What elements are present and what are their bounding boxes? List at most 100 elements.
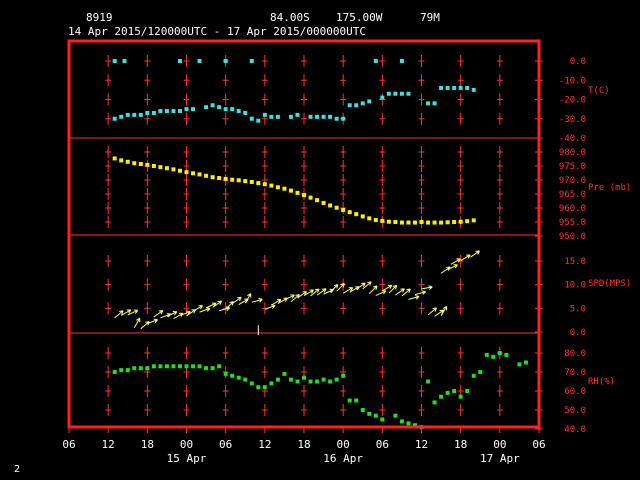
rh-point bbox=[236, 375, 241, 380]
grid-cross bbox=[261, 366, 268, 378]
grid-cross bbox=[379, 146, 386, 158]
wind-vector bbox=[355, 282, 366, 290]
pressure-point bbox=[204, 173, 209, 178]
grid-cross bbox=[340, 174, 347, 186]
temperature-point bbox=[145, 110, 150, 115]
rh-point bbox=[406, 421, 411, 426]
temperature-point bbox=[119, 114, 124, 119]
rh-point bbox=[145, 366, 150, 371]
temperature-point bbox=[184, 107, 189, 112]
grid-cross bbox=[183, 385, 190, 397]
temperature-point bbox=[439, 85, 444, 90]
wind-vector bbox=[336, 283, 345, 292]
rh-point bbox=[177, 364, 182, 369]
grid-cross bbox=[496, 174, 503, 186]
rh-point bbox=[412, 423, 417, 428]
grid-cross bbox=[379, 385, 386, 397]
grid-cross bbox=[261, 160, 268, 172]
grid-cross bbox=[340, 93, 347, 106]
y-tick-label-temperature: -40.0 bbox=[559, 134, 586, 144]
temperature-point bbox=[122, 59, 127, 63]
grid-cross bbox=[183, 255, 190, 267]
wind-vector bbox=[414, 290, 426, 296]
y-tick-label-rh: 40.0 bbox=[564, 425, 586, 435]
pressure-point bbox=[145, 162, 150, 167]
x-tick-label: 00 bbox=[180, 438, 193, 451]
pressure-point bbox=[465, 219, 470, 224]
temperature-point bbox=[249, 116, 254, 121]
temperature-point bbox=[236, 109, 241, 114]
rh-point bbox=[471, 373, 476, 378]
pressure-point bbox=[112, 156, 117, 161]
pressure-point bbox=[439, 220, 444, 225]
temperature-point bbox=[406, 91, 411, 96]
grid-cross bbox=[222, 278, 229, 291]
pressure-point bbox=[119, 158, 124, 163]
grid-cross bbox=[105, 347, 112, 359]
grid-cross bbox=[340, 404, 347, 416]
grid-cross bbox=[496, 146, 503, 158]
grid-cross bbox=[457, 160, 464, 172]
pressure-point bbox=[380, 218, 385, 223]
grid-cross bbox=[261, 55, 268, 67]
grid-cross bbox=[301, 160, 307, 172]
pressure-point bbox=[315, 198, 320, 203]
grid-cross bbox=[379, 347, 386, 359]
grid-cross bbox=[457, 188, 464, 200]
grid-cross bbox=[301, 278, 307, 291]
grid-cross bbox=[418, 55, 425, 67]
grid-cross bbox=[105, 255, 112, 267]
temperature-point bbox=[151, 110, 156, 115]
rh-point bbox=[223, 371, 228, 376]
grid-cross bbox=[457, 174, 464, 186]
grid-cross bbox=[144, 347, 151, 359]
temperature-point bbox=[386, 91, 391, 96]
rh-point bbox=[119, 368, 124, 373]
grid-cross bbox=[144, 385, 151, 397]
wind-vector bbox=[382, 284, 393, 292]
wind-vector bbox=[434, 309, 445, 317]
grid-cross bbox=[261, 404, 268, 416]
corner-label: 2 bbox=[14, 464, 20, 475]
grid-cross bbox=[418, 385, 425, 397]
temperature-point bbox=[191, 107, 196, 112]
pressure-point bbox=[302, 193, 306, 198]
temperature-point bbox=[426, 101, 431, 106]
grid-cross bbox=[105, 188, 112, 200]
pressure-point bbox=[471, 218, 476, 223]
grid-cross bbox=[379, 188, 386, 200]
y-tick-label-rh: 60.0 bbox=[564, 387, 586, 397]
grid-cross bbox=[379, 174, 386, 186]
day-label: 16 Apr bbox=[323, 452, 363, 465]
rh-point bbox=[334, 377, 339, 382]
day-label: 17 Apr bbox=[480, 452, 520, 465]
grid-cross bbox=[222, 404, 229, 416]
grid-cross bbox=[105, 55, 112, 67]
x-tick-label: 06 bbox=[62, 438, 75, 451]
grid-cross bbox=[261, 278, 268, 291]
grid-cross bbox=[379, 404, 386, 416]
grid-cross bbox=[301, 404, 307, 416]
grid-cross bbox=[105, 93, 112, 106]
grid-cross bbox=[496, 188, 503, 200]
rh-point bbox=[269, 381, 274, 386]
temperature-point bbox=[177, 109, 182, 114]
grid-cross bbox=[105, 366, 112, 378]
pressure-point bbox=[367, 216, 372, 221]
rh-point bbox=[204, 366, 209, 371]
pressure-point bbox=[223, 176, 228, 181]
pressure-point bbox=[125, 159, 130, 164]
rh-point bbox=[399, 419, 404, 424]
temperature-point bbox=[354, 103, 359, 108]
temperature-point bbox=[164, 109, 169, 114]
rh-point bbox=[125, 368, 130, 373]
grid-cross bbox=[301, 174, 307, 186]
pressure-point bbox=[282, 186, 287, 191]
grid-cross bbox=[105, 216, 112, 228]
wind-vector bbox=[127, 309, 139, 316]
grid-cross bbox=[261, 188, 268, 200]
pressure-point bbox=[288, 188, 293, 193]
grid-cross bbox=[340, 302, 347, 315]
temperature-point bbox=[177, 59, 182, 63]
rh-point bbox=[328, 379, 333, 384]
